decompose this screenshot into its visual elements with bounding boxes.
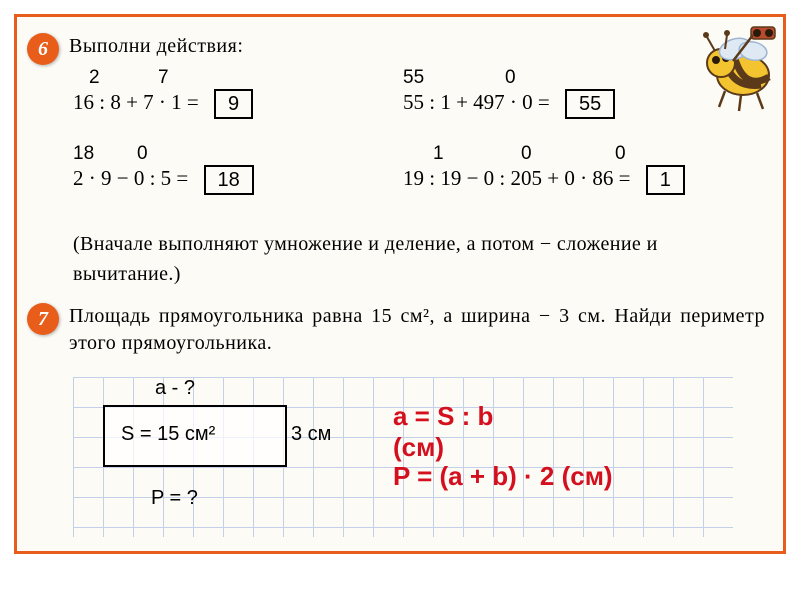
label-width: 3 см xyxy=(291,423,331,446)
problem-6-title: Выполни действия: xyxy=(69,33,765,60)
formula-p: P = (a + b) · 2 (см) xyxy=(393,462,613,491)
work-num: 18 xyxy=(73,143,94,165)
answer-box: 55 xyxy=(565,89,615,119)
expression: 16 : 8 + 7 · 1 = xyxy=(73,90,199,114)
worksheet-page: 6 Выполни действия: 2 7 16 : 8 + 7 · 1 =… xyxy=(14,14,786,554)
expression: 19 : 19 − 0 : 205 + 0 · 86 = xyxy=(403,166,630,190)
eq-line-4: 1 0 0 19 : 19 − 0 : 205 + 0 · 86 = 1 xyxy=(403,165,685,195)
work-num: 0 xyxy=(137,143,148,165)
expression: 55 : 1 + 497 · 0 = xyxy=(403,90,550,114)
formula-a: a = S : b xyxy=(393,402,493,431)
problem-7-text: Площадь прямоугольника равна 15 см², а ш… xyxy=(69,303,765,357)
problem-6-header: 6 Выполни действия: xyxy=(27,33,765,65)
order-of-operations-note: (Вначале выполняют умножение и деление, … xyxy=(73,229,719,289)
work-num: 55 xyxy=(403,67,424,89)
label-area: S = 15 см² xyxy=(121,423,215,446)
problem-7-header: 7 Площадь прямоугольника равна 15 см², а… xyxy=(27,303,765,357)
label-a: a - ? xyxy=(155,377,195,400)
eq-2-right: 1 0 0 19 : 19 − 0 : 205 + 0 · 86 = 1 xyxy=(403,145,685,215)
badge-6: 6 xyxy=(27,33,59,65)
problem-7-work-area: a - ? S = 15 см² 3 см P = ? a = S : b (с… xyxy=(73,367,765,537)
work-num: 7 xyxy=(158,67,169,89)
eq-2-left: 18 0 2 · 9 − 0 : 5 = 18 xyxy=(73,145,373,215)
work-num: 2 xyxy=(89,67,100,89)
equations-row-2: 18 0 2 · 9 − 0 : 5 = 18 1 0 0 19 : 19 − … xyxy=(73,145,765,215)
work-num: 0 xyxy=(505,67,516,89)
eq-1-right: 55 0 55 : 1 + 497 · 0 = 55 xyxy=(403,69,615,139)
eq-line-1: 2 7 16 : 8 + 7 · 1 = 9 xyxy=(73,89,373,119)
answer-box: 18 xyxy=(204,165,254,195)
equations-row-1: 2 7 16 : 8 + 7 · 1 = 9 55 0 55 : 1 + 497… xyxy=(73,69,765,139)
eq-line-3: 18 0 2 · 9 − 0 : 5 = 18 xyxy=(73,165,373,195)
bee-icon xyxy=(675,15,785,125)
eq-line-2: 55 0 55 : 1 + 497 · 0 = 55 xyxy=(403,89,615,119)
answer-box: 1 xyxy=(646,165,685,195)
eq-1-left: 2 7 16 : 8 + 7 · 1 = 9 xyxy=(73,69,373,139)
answer-box: 9 xyxy=(214,89,253,119)
expression: 2 · 9 − 0 : 5 = xyxy=(73,166,188,190)
work-num: 0 xyxy=(521,143,532,165)
work-num: 0 xyxy=(615,143,626,165)
label-perimeter: P = ? xyxy=(151,487,198,510)
badge-7: 7 xyxy=(27,303,59,335)
formula-a-unit: (см) xyxy=(393,433,444,462)
work-num: 1 xyxy=(433,143,444,165)
